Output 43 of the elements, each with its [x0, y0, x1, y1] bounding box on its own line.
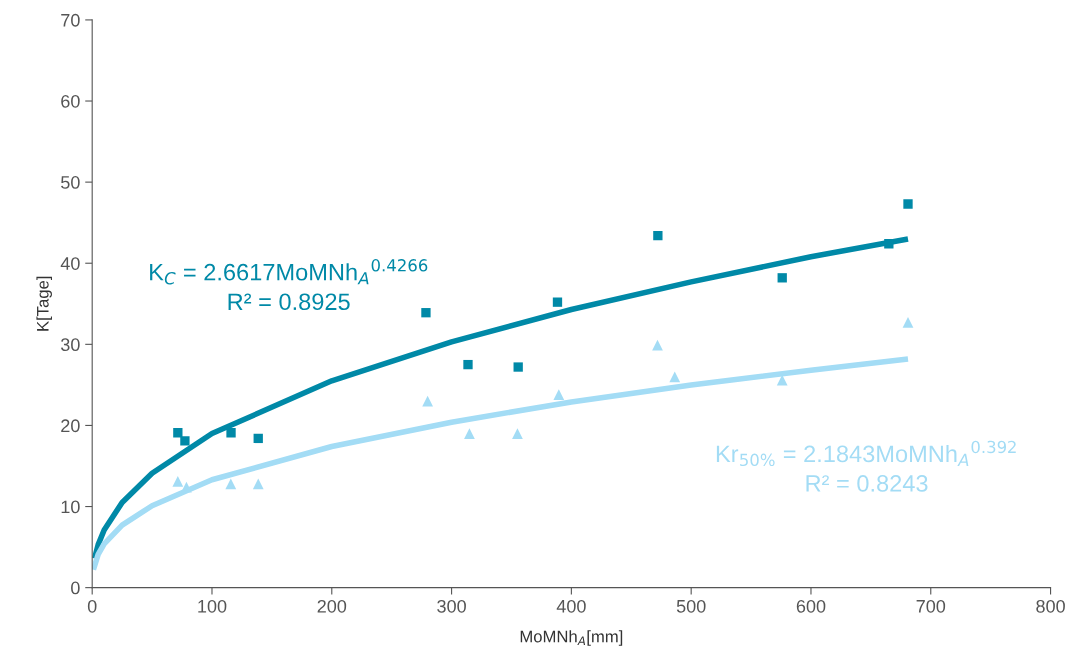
- point: [653, 231, 663, 241]
- point: [902, 317, 914, 328]
- point: [226, 428, 236, 438]
- point: [884, 239, 894, 249]
- point: [652, 339, 663, 351]
- y-tick-label: 10: [61, 500, 80, 514]
- point: [669, 371, 681, 383]
- point: [172, 476, 184, 487]
- point: [422, 395, 433, 407]
- text: K$_{C}$ = 2.6617MoMNh$_{A}$$^{0.4266}$ R² = 0.8925: [150, 259, 428, 311]
- point: [463, 359, 473, 370]
- point: [225, 478, 237, 490]
- text: Kr$_{50%}$ = 2.1843MoMNh$_{A}$$^{0.392}$ R² = 0.8243: [716, 440, 1016, 492]
- point: [173, 428, 183, 438]
- point: [552, 297, 563, 307]
- x-tick-label: 0: [87, 599, 97, 613]
- x-tick-label: 400: [556, 599, 586, 613]
- point: [553, 389, 565, 400]
- y-tick-label: 20: [61, 419, 80, 433]
- x-tick-label: 200: [317, 599, 347, 613]
- x-tick-label: 600: [796, 599, 826, 613]
- y-tick-label: 0: [71, 581, 80, 595]
- y-tick-label: 50: [61, 176, 80, 189]
- point: [512, 428, 523, 439]
- point: [513, 362, 523, 372]
- x-tick-label: 500: [676, 599, 706, 613]
- x-tick-label: 300: [437, 599, 466, 613]
- y-tick-label: 60: [61, 94, 80, 108]
- x-tick-label: 800: [1036, 599, 1065, 613]
- point: [421, 308, 431, 318]
- point: [777, 273, 787, 283]
- y-tick-label: 30: [60, 338, 80, 352]
- y-axis-title: K[Tage]: [36, 276, 52, 331]
- point: [464, 428, 475, 439]
- y-tick-label: 40: [60, 257, 80, 270]
- point: [180, 436, 190, 446]
- x-axis-title: MoMNh$_{A}$[mm]: [520, 630, 623, 646]
- x-tick-label: 700: [916, 599, 946, 613]
- point: [903, 199, 913, 209]
- point: [253, 433, 263, 444]
- x-tick-label: 100: [198, 599, 227, 613]
- point: [252, 478, 264, 490]
- y-tick-label: 70: [61, 13, 80, 27]
